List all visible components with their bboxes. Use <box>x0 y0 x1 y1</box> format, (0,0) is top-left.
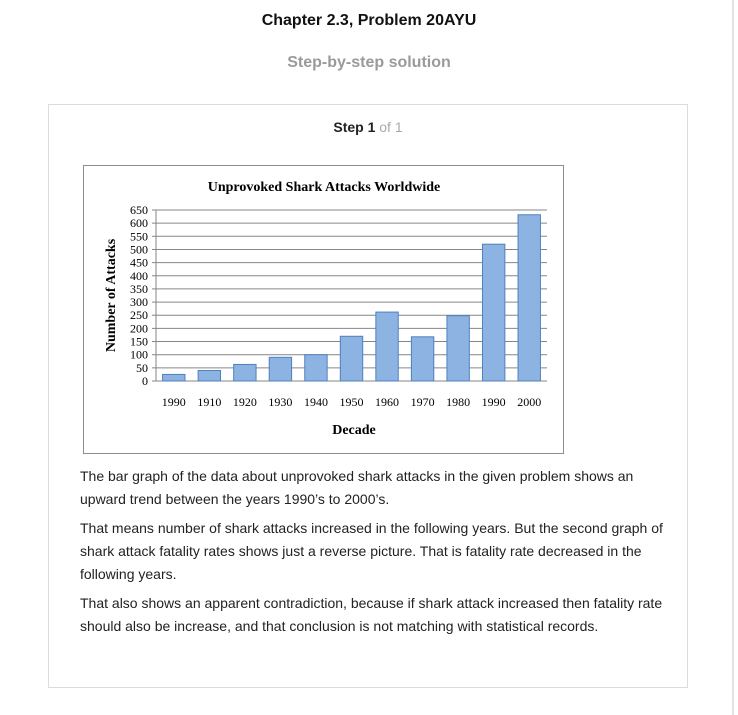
solution-card: Step 1 of 1 Unprovoked Shark Attacks Wor… <box>48 104 688 688</box>
x-tick-label: 1990 <box>482 395 506 409</box>
bar-chart: Unprovoked Shark Attacks Worldwide Numbe… <box>104 180 547 438</box>
x-tick-label: 1960 <box>375 395 399 409</box>
y-tick-label: 650 <box>130 203 148 217</box>
y-tick-label: 550 <box>130 229 148 243</box>
y-axis-label: Number of Attacks <box>104 238 119 352</box>
bar <box>339 335 364 382</box>
y-tick-label: 250 <box>130 308 148 322</box>
x-tick-label: 1950 <box>340 395 364 409</box>
answer-text: The bar graph of the data about unprovok… <box>80 465 670 644</box>
chart-figure: Unprovoked Shark Attacks Worldwide Numbe… <box>83 165 564 454</box>
y-tick-label: 0 <box>142 374 148 388</box>
y-tick-label: 450 <box>130 256 148 270</box>
y-tick-label: 600 <box>130 216 148 230</box>
x-tick-label: 1920 <box>233 395 257 409</box>
y-tick-label: 300 <box>130 295 148 309</box>
step-label: Step 1 <box>333 119 376 135</box>
page-scroll-divider <box>732 0 734 715</box>
step-count: of 1 <box>379 119 403 135</box>
x-tick-label: 1980 <box>446 395 470 409</box>
x-tick-label: 1930 <box>268 395 292 409</box>
answer-paragraph: That means number of shark attacks incre… <box>80 520 663 582</box>
solution-subtitle: Step-by-step solution <box>287 54 451 71</box>
y-tick-label: 400 <box>130 269 148 283</box>
bar <box>517 214 541 382</box>
bar <box>162 373 186 382</box>
bar <box>304 354 328 382</box>
y-tick-label: 200 <box>130 321 148 335</box>
x-tick-label: 1910 <box>197 395 221 409</box>
answer-paragraph: That also shows an apparent contradictio… <box>80 595 663 634</box>
y-tick-label: 350 <box>130 282 148 296</box>
bar <box>375 311 399 382</box>
bar <box>446 315 470 382</box>
page-title: Chapter 2.3, Problem 20AYU <box>261 12 477 29</box>
x-axis-label: Decade <box>332 423 376 438</box>
bar <box>233 363 257 382</box>
y-tick-label: 150 <box>130 335 148 349</box>
bar <box>410 336 435 382</box>
bar <box>268 356 293 382</box>
x-tick-label: 1940 <box>304 395 328 409</box>
x-tick-label: 2000 <box>517 395 541 409</box>
answer-paragraph: The bar graph of the data about unprovok… <box>80 468 634 507</box>
chart-title: Unprovoked Shark Attacks Worldwide <box>208 180 440 195</box>
x-tick-label: 1990 <box>162 395 186 409</box>
bar <box>481 243 506 382</box>
bar <box>197 369 222 382</box>
y-tick-label: 500 <box>130 242 148 256</box>
y-tick-label: 100 <box>130 348 148 362</box>
y-tick-label: 50 <box>136 361 148 375</box>
x-tick-label: 1970 <box>411 395 435 409</box>
step-indicator: Step 1 of 1 <box>49 119 687 135</box>
